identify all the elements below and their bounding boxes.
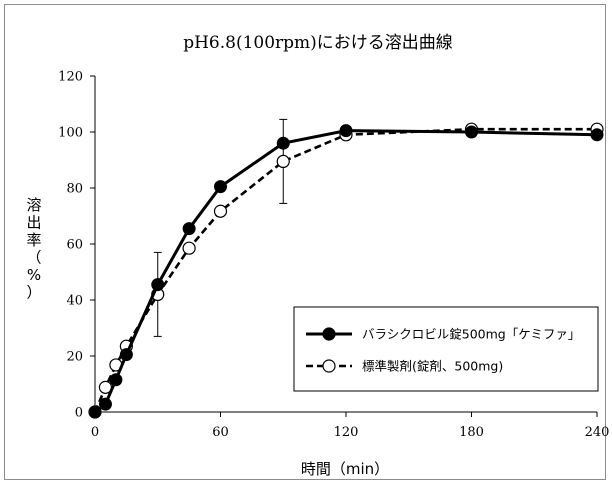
- series-lines: [88, 122, 604, 419]
- legend: バラシクロビル錠500mg「ケミファ」標準製剤(錠剤、500mg): [293, 306, 599, 392]
- y-axis-label-char: 率: [26, 231, 41, 249]
- data-point-series-2: [213, 204, 228, 218]
- data-point-series-1: [109, 373, 123, 387]
- y-tick-label: 60: [66, 238, 83, 253]
- legend-marker-1: [322, 327, 336, 341]
- x-tick-label: 0: [91, 425, 99, 440]
- data-point-series-1: [88, 405, 102, 419]
- error-bars: [153, 118, 288, 337]
- y-axis-label-char: 出: [26, 214, 41, 232]
- data-point-series-1: [98, 397, 112, 411]
- x-axis-label: 時間（min）: [301, 460, 389, 478]
- legend-label-2: 標準製剤(錠剤、500mg): [362, 359, 503, 374]
- x-tick-label: 240: [585, 425, 610, 440]
- legend-marker-2: [322, 359, 336, 373]
- y-tick-label: 100: [58, 126, 83, 141]
- y-tick-labels: 0 20 40 60 80 100 120: [58, 70, 83, 421]
- x-tick-label: 180: [459, 425, 484, 440]
- y-tick-label: 80: [66, 182, 83, 197]
- y-axis-label-char: ）: [26, 284, 41, 302]
- data-point-series-1: [182, 222, 196, 236]
- data-point-series-1: [465, 125, 478, 139]
- y-axis-label-char: %: [27, 266, 41, 284]
- y-tick-label: 120: [58, 70, 83, 85]
- data-point-series-1: [590, 128, 604, 142]
- legend-label-1: バラシクロビル錠500mg「ケミファ」: [362, 327, 580, 342]
- data-point-series-1: [339, 124, 353, 138]
- chart-title: pH6.8(100rpm)における溶出曲線: [183, 33, 453, 53]
- data-point-series-1: [214, 180, 227, 194]
- y-axis-label: 溶出率（%）: [26, 196, 41, 302]
- y-tick-label: 40: [66, 294, 83, 309]
- data-point-series-1: [119, 348, 133, 362]
- data-point-series-2: [276, 154, 290, 168]
- legend-box: [293, 306, 599, 392]
- data-point-series-1: [276, 136, 290, 150]
- x-tick-labels: 0 60 120 180 240: [91, 425, 610, 440]
- x-tick-label: 60: [212, 425, 229, 440]
- x-tick-label: 120: [334, 425, 359, 440]
- y-tick-label: 20: [66, 350, 83, 365]
- y-axis-label-char: （: [26, 249, 41, 267]
- data-point-series-1: [151, 278, 165, 292]
- y-tick-label: 0: [75, 406, 83, 421]
- y-axis-label-char: 溶: [26, 196, 41, 214]
- data-point-series-2: [182, 241, 196, 255]
